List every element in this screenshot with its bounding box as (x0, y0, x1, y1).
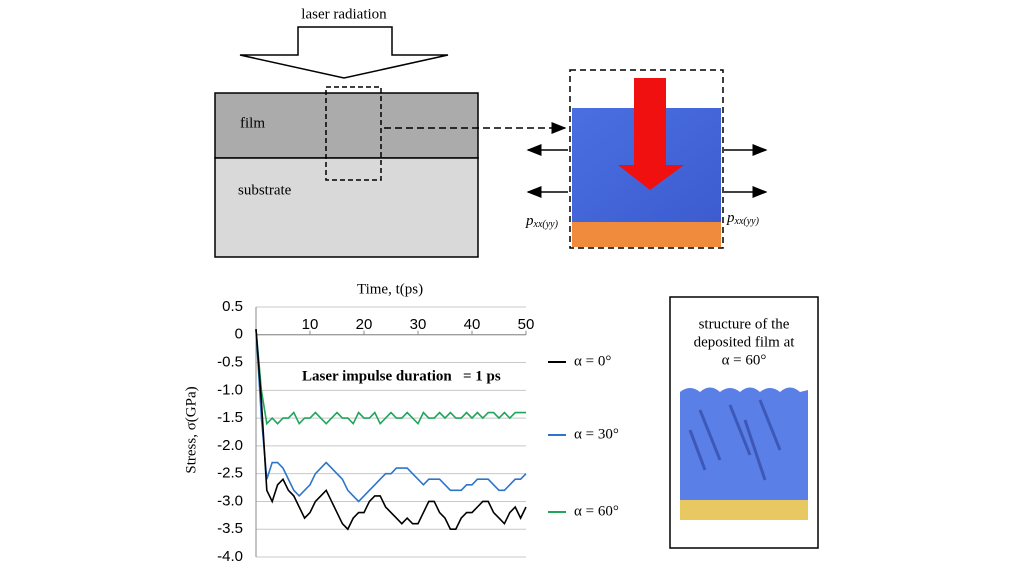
film-label: film (240, 115, 265, 131)
x-axis-label: Time, t(ps) (357, 281, 423, 297)
substrate-layer (214, 157, 479, 258)
y-tick-label: 0.5 (222, 298, 243, 315)
y-tick-label: -1.0 (217, 381, 243, 398)
y-axis-label: Stress, σ(GPa) (183, 386, 199, 473)
sim-box (569, 69, 724, 249)
structure-caption: deposited film at (694, 334, 796, 350)
y-tick-label: -4.0 (217, 548, 243, 565)
x-tick-label: 10 (302, 316, 319, 333)
film-layer (214, 92, 479, 159)
y-tick-label: -1.5 (217, 409, 243, 426)
series-line (255, 329, 526, 426)
x-tick-label: 20 (356, 316, 373, 333)
laser-arrow (239, 26, 449, 79)
series-line (255, 329, 527, 531)
x-tick-label: 30 (410, 316, 427, 333)
y-tick-label: 0 (235, 326, 243, 343)
zoom-box (325, 86, 382, 181)
y-tick-label: -0.5 (217, 354, 243, 371)
structure-texture (688, 399, 782, 481)
structure-substrate (680, 500, 808, 520)
y-tick-label: -3.0 (217, 492, 243, 509)
laser-label: laser radiation (301, 6, 387, 22)
sim-substrate (572, 222, 721, 247)
y-tick-label: -2.0 (217, 437, 243, 454)
y-tick-label: -3.5 (217, 520, 243, 537)
legend-label: α = 60° (574, 503, 619, 519)
structure-caption: structure of the (699, 316, 790, 332)
legend-label: α = 0° (574, 353, 611, 369)
pressure-label: pxx(yy) (726, 210, 760, 227)
x-tick-label: 40 (464, 316, 481, 333)
red-arrow (618, 78, 684, 190)
legend-label: α = 30° (574, 426, 619, 442)
structure-caption: α = 60° (722, 352, 767, 368)
x-tick-label: 50 (518, 316, 535, 333)
series-line (255, 329, 527, 503)
substrate-label: substrate (238, 182, 292, 198)
pressure-label: pxx(yy) (525, 213, 559, 230)
annotation: Laser impulse duration = 1 ps (302, 368, 501, 384)
y-tick-label: -2.5 (217, 465, 243, 482)
